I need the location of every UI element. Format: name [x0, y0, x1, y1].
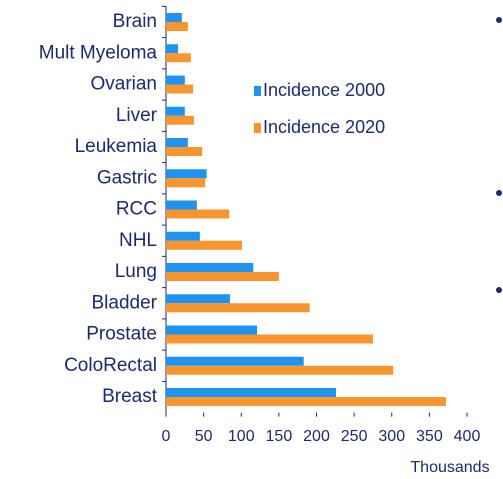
- y-tick-label: Leukemia: [75, 136, 158, 157]
- bar: [166, 13, 182, 22]
- bar: [166, 334, 373, 344]
- bar: [166, 115, 194, 125]
- bullet: [496, 287, 502, 293]
- bar: [166, 169, 207, 179]
- x-tick-label: 400: [454, 428, 481, 445]
- x-tick-label: 0: [162, 428, 171, 445]
- y-tick-label: Lung: [115, 261, 157, 282]
- x-tick-label: 150: [266, 428, 293, 445]
- y-tick-label: Prostate: [86, 324, 157, 345]
- bar: [166, 200, 197, 210]
- y-tick-label: NHL: [119, 230, 157, 251]
- bar: [166, 325, 258, 335]
- bar: [166, 44, 179, 54]
- legend-swatch: [254, 123, 261, 133]
- y-tick-label: ColoRectal: [64, 355, 157, 376]
- bar: [166, 106, 185, 116]
- x-tick-label: 100: [228, 428, 255, 445]
- bar: [166, 231, 200, 241]
- x-tick-label: 300: [378, 428, 405, 445]
- y-tick-label: Brain: [113, 11, 157, 32]
- y-tick-label: Breast: [102, 386, 158, 407]
- bar: [166, 272, 279, 281]
- y-tick-label: Ovarian: [90, 74, 157, 95]
- bar: [166, 75, 185, 85]
- bar: [166, 356, 304, 366]
- bar: [166, 178, 206, 188]
- y-tick-label: Liver: [116, 105, 158, 126]
- bullet: [496, 17, 502, 23]
- y-tick-label: Mult Myeloma: [39, 42, 158, 63]
- bar: [166, 365, 394, 375]
- legend-label: Incidence 2000: [263, 80, 385, 100]
- bar: [166, 22, 188, 31]
- legend-label: Incidence 2020: [263, 117, 385, 137]
- bar: [166, 388, 337, 397]
- x-tick-label: 350: [416, 428, 443, 445]
- y-tick-label: Bladder: [92, 292, 158, 313]
- bar: [166, 294, 230, 304]
- bar: [166, 138, 188, 147]
- bar: [166, 209, 230, 219]
- x-tick-label: 250: [341, 428, 368, 445]
- bar: [166, 397, 446, 406]
- bullet: [496, 190, 502, 196]
- legend-swatch: [254, 86, 261, 96]
- bar: [166, 303, 310, 313]
- y-tick-label: Gastric: [97, 167, 157, 188]
- bar: [166, 240, 243, 250]
- bar: [166, 263, 254, 272]
- bar: [166, 84, 194, 94]
- bar: [166, 147, 203, 156]
- x-axis-label: Thousands: [410, 459, 489, 476]
- bar: [166, 53, 191, 63]
- y-tick-label: RCC: [116, 199, 157, 220]
- x-tick-label: 50: [195, 428, 213, 445]
- x-tick-label: 200: [303, 428, 330, 445]
